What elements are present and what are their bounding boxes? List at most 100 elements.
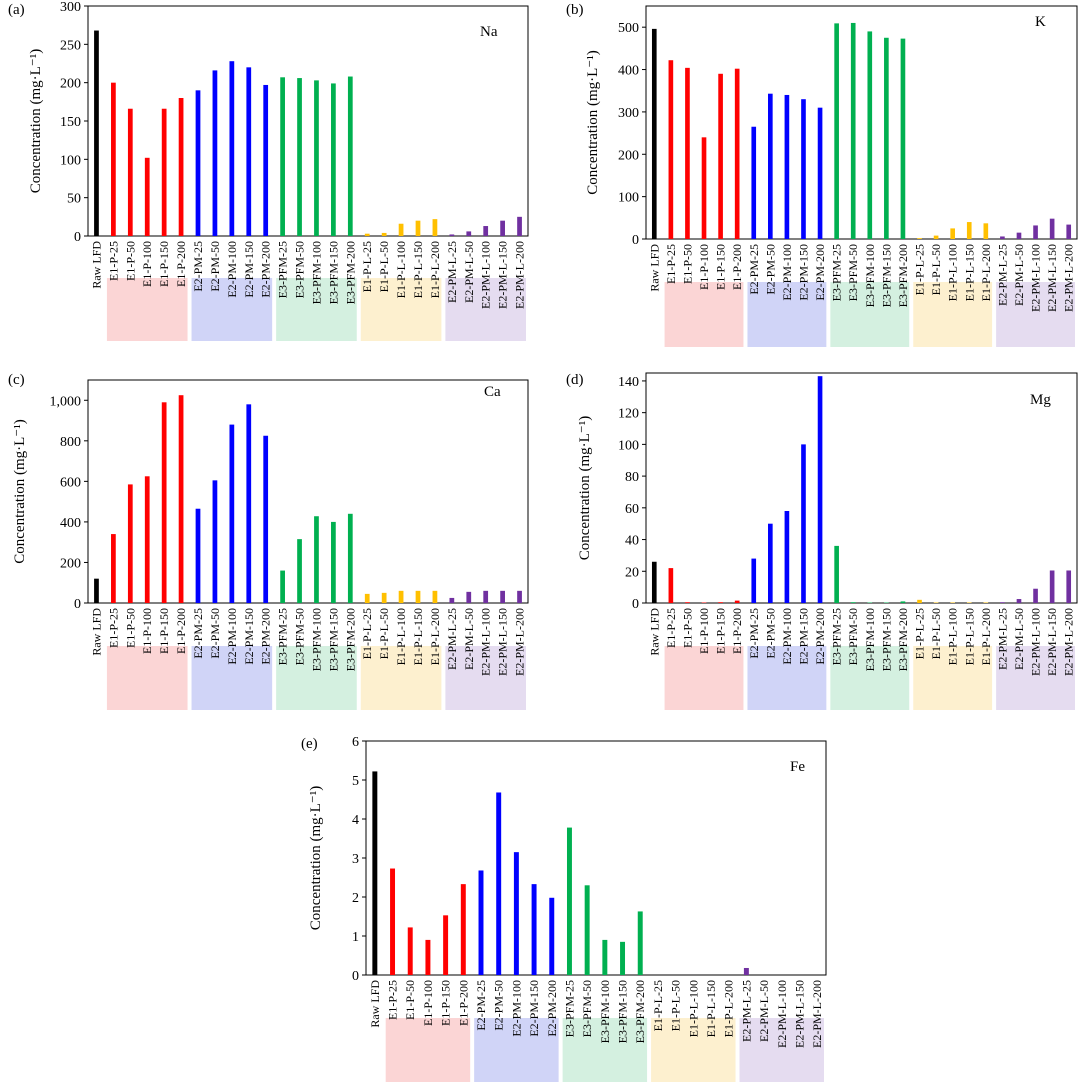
x-tick-label: E2-PM-200 <box>259 241 273 298</box>
x-tick-label: E2-PM-L-200 <box>513 241 527 309</box>
group-band <box>747 282 827 347</box>
bar <box>668 60 674 239</box>
x-tick-label: E1-P-50 <box>123 608 137 648</box>
x-tick-label: E1-P-25 <box>106 608 120 648</box>
bar <box>983 223 989 239</box>
bar <box>111 534 116 603</box>
group-band <box>664 646 744 710</box>
x-tick-label: E2-PM-25 <box>747 608 761 659</box>
group-band <box>651 1018 736 1082</box>
x-tick-label: E2-PM-25 <box>191 241 205 292</box>
x-tick-label: E2-PM-L-25 <box>995 244 1009 306</box>
y-tick-label: 100 <box>618 438 639 453</box>
x-tick-label: E1-P-100 <box>697 244 711 290</box>
bar <box>246 404 252 603</box>
bar <box>178 98 184 236</box>
bar <box>751 558 757 603</box>
x-tick-label: E2-PM-150 <box>242 241 256 298</box>
bar <box>517 590 522 603</box>
bar <box>950 228 955 239</box>
bar <box>917 599 922 603</box>
x-tick-label: E2-PM-50 <box>763 608 777 659</box>
element-label: Mg <box>1030 392 1051 408</box>
bar <box>347 513 353 603</box>
y-tick-label: 1 <box>352 930 359 945</box>
y-axis-label: Concentration (mg·L⁻¹) <box>28 49 44 193</box>
bar <box>751 126 757 239</box>
y-axis-label: Concentration (mg·L⁻¹) <box>577 416 593 560</box>
group-band <box>191 278 273 341</box>
bar <box>768 93 773 240</box>
bar <box>768 523 773 603</box>
plot-frame <box>645 5 1078 240</box>
group-band <box>106 278 188 341</box>
chart-panel-fe: 0 1 2 3 4 5 6 Raw LFD E1-P-25 E1-P-50 E1-P-100 E1-P… <box>301 735 827 1082</box>
bar <box>364 593 370 603</box>
bar <box>144 157 150 236</box>
bar <box>415 590 421 603</box>
x-tick-label: E1-P-100 <box>140 608 154 654</box>
x-tick-label: E2-PM-50 <box>208 608 222 659</box>
x-tick-label: E1-P-L-25 <box>913 244 927 295</box>
bar <box>127 484 133 603</box>
bar <box>398 223 404 236</box>
x-tick-label: E1-P-150 <box>157 608 171 654</box>
x-tick-label: E3-PFM-25 <box>830 608 844 665</box>
bar <box>212 480 218 603</box>
y-tick-label: 500 <box>618 21 639 36</box>
x-tick-label: E1-P-200 <box>174 241 188 287</box>
bar <box>415 220 421 236</box>
x-tick-label: E1-P-L-200 <box>979 244 993 301</box>
group-band <box>739 1018 824 1082</box>
group-band <box>191 646 273 710</box>
y-tick-label: 150 <box>60 115 81 130</box>
plot-frame <box>645 372 1078 604</box>
x-tick-label: E2-PM-L-200 <box>1062 244 1076 312</box>
x-tick-label: E1-P-L-50 <box>669 980 683 1031</box>
y-tick-label: 140 <box>618 375 639 390</box>
bar <box>478 870 484 975</box>
x-tick-label: E1-P-100 <box>140 241 154 287</box>
x-tick-label: E2-PM-150 <box>242 608 256 665</box>
bar <box>743 967 749 975</box>
x-tick-label: E2-PM-50 <box>492 980 506 1031</box>
y-tick-label: 200 <box>618 148 639 163</box>
bar <box>161 402 167 603</box>
x-tick-label: E2-PM-L-200 <box>1062 608 1076 676</box>
x-tick-label: E3-PFM-100 <box>309 608 323 671</box>
y-tick-label: 120 <box>618 407 639 422</box>
group-band <box>830 282 910 347</box>
x-tick-label: E2-PM-100 <box>780 608 794 665</box>
y-tick-label: 20 <box>625 565 639 580</box>
bar <box>1049 218 1055 239</box>
x-tick-label: E1-P-25 <box>664 244 678 284</box>
bar <box>637 911 643 975</box>
y-tick-label: 0 <box>74 230 81 245</box>
group-band <box>562 1018 648 1082</box>
x-tick-label: E1-P-L-100 <box>394 608 408 665</box>
x-tick-label: E2-PM-50 <box>763 244 777 295</box>
y-tick-label: 200 <box>60 556 81 571</box>
x-tick-label: E2-PM-100 <box>225 608 239 665</box>
x-tick-label: E2-PM-L-25 <box>739 980 753 1042</box>
x-tick-label: E1-P-L-50 <box>929 244 943 295</box>
x-tick-label: E1-P-50 <box>680 244 694 284</box>
element-label: Ca <box>484 384 501 400</box>
bar <box>449 597 455 603</box>
x-tick-label: E2-PM-200 <box>259 608 273 665</box>
x-tick-label: E3-PFM-150 <box>326 608 340 671</box>
x-tick-label: E2-PM-L-25 <box>995 608 1009 670</box>
x-tick-label: E1-P-50 <box>403 980 417 1020</box>
x-tick-label: E2-PM-L-50 <box>462 608 476 670</box>
x-tick-label: E3-PFM-200 <box>343 608 357 671</box>
x-tick-label: E2-PM-L-200 <box>810 980 824 1048</box>
x-tick-label: Raw LFD <box>89 241 103 289</box>
x-tick-label: E3-PFM-100 <box>863 608 877 671</box>
y-tick-label: 600 <box>60 475 81 490</box>
bar <box>1049 570 1055 603</box>
bar <box>1016 599 1022 603</box>
bar <box>850 602 856 603</box>
bar <box>229 424 235 603</box>
y-tick-label: 100 <box>60 153 81 168</box>
